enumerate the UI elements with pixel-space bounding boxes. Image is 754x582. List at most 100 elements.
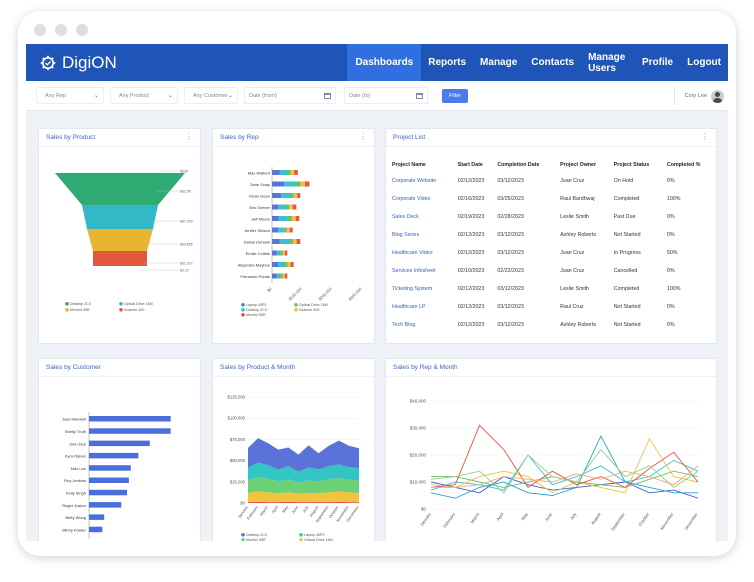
table-cell: Ashley Roberts <box>560 232 597 238</box>
brand-logo[interactable]: DigiON <box>26 53 347 73</box>
table-row[interactable]: Blog Series 02/12/2023 03/12/2023 Ashley Ro… <box>392 226 717 244</box>
calendar-icon[interactable] <box>324 92 331 99</box>
bar-segment <box>289 227 293 233</box>
table-row[interactable]: Corporate Video 02/16/2023 03/25/2023 Raul … <box>392 190 717 208</box>
chevron-down-icon: ⌄ <box>167 93 173 99</box>
column-header[interactable]: Start Date <box>457 161 483 168</box>
column-header[interactable]: Project Status <box>613 161 650 168</box>
table-row[interactable]: Corporate Website 02/12/2023 03/12/2023 Jua… <box>392 172 717 190</box>
table-row[interactable]: Healthcare Video 02/12/2023 03/12/2023 Juan… <box>392 244 717 262</box>
sales-by-product-month-chart: $0 $25,000 $50,000 $75,000 $100,000 $125,000 J… <box>228 395 360 541</box>
table-cell: 02/12/2023 <box>457 286 485 292</box>
table-cell: Leslie Smith <box>560 214 589 220</box>
tick-label: March <box>259 505 269 517</box>
column-header[interactable]: Project Owner <box>560 161 597 168</box>
customer-select-value: Any Customer <box>193 92 228 99</box>
table-cell: 100% <box>666 196 681 202</box>
window-dot-3[interactable] <box>76 24 88 36</box>
bar <box>89 526 103 533</box>
calendar-icon[interactable] <box>416 92 423 99</box>
more-options-icon[interactable]: ⋮ <box>185 132 193 141</box>
bar-segment <box>282 250 285 256</box>
project-name-link[interactable]: Tech Blog <box>392 322 416 328</box>
column-header[interactable]: Completed % <box>666 161 701 168</box>
tick-label: $100,000 <box>287 286 303 302</box>
nav-logout[interactable]: Logout <box>687 57 721 68</box>
nav-dashboards[interactable]: Dashboards <box>347 44 422 81</box>
data-label: $0.10 <box>180 269 189 273</box>
legend-marker <box>241 533 245 537</box>
table-cell: 03/12/2023 <box>497 250 524 256</box>
project-name-link[interactable]: Services Infosheet <box>392 268 436 274</box>
nav-manage-users[interactable]: Manage Users <box>588 51 626 74</box>
bar-segment <box>295 216 300 221</box>
tick-label: April <box>270 505 279 515</box>
table-cell: 03/12/2023 <box>497 286 524 292</box>
tick-label: February <box>442 511 456 529</box>
tick-label: $20,000 <box>410 453 427 458</box>
bar-segment <box>276 273 281 279</box>
rep-select[interactable]: Any Rep ⌄ <box>36 87 104 104</box>
date-to-input[interactable]: Date (to) <box>344 87 428 104</box>
bar-segment <box>279 239 289 244</box>
table-row[interactable]: Sales Deck 02/19/2023 02/28/2023 Leslie Smi… <box>392 208 717 226</box>
project-name-link[interactable]: Sales Deck <box>392 214 419 220</box>
rep-select-value: Any Rep <box>45 92 67 99</box>
more-options-icon[interactable]: ⋮ <box>359 132 367 141</box>
nav-contacts[interactable]: Contacts <box>531 57 575 68</box>
bar-segment <box>296 239 301 244</box>
table-cell: 100% <box>666 286 681 292</box>
table-cell: 02/22/2023 <box>497 268 524 274</box>
card-title: Sales by Rep <box>213 129 374 147</box>
bar <box>89 428 171 434</box>
nav-reports[interactable]: Reports <box>428 57 467 68</box>
legend-label: Scanner 400 <box>299 308 319 312</box>
table-row[interactable]: Tech Blog 02/12/2023 03/12/2023 Ashley Robe… <box>392 316 717 334</box>
filter-button[interactable]: Filter <box>442 88 468 103</box>
card-sales-by-product: Sales by Product ⋮ $60K $62.5K $87,200 $64,… <box>38 128 201 344</box>
bar-segment <box>272 204 278 210</box>
bar-segment <box>272 273 277 279</box>
more-options-icon[interactable]: ⋮ <box>701 132 709 141</box>
user-name: Cory Lee <box>684 93 707 99</box>
category-label: Daniel Dehank <box>244 240 270 245</box>
project-name-link[interactable]: Blog Series <box>392 232 420 238</box>
legend-label: Monitor 55R <box>246 538 266 541</box>
table-row[interactable]: Ticketing System 02/12/2023 03/12/2023 Lesl… <box>392 280 717 298</box>
product-select-value: Any Product <box>119 92 149 99</box>
legend-marker <box>119 308 123 312</box>
window-dot-2[interactable] <box>55 24 67 36</box>
tick-label: July <box>569 511 578 521</box>
project-name-link[interactable]: Healthcare LP <box>392 304 426 310</box>
project-name-link[interactable]: Healthcare Video <box>392 250 433 256</box>
card-title: Sales by Rep & Month <box>386 359 716 377</box>
project-name-link[interactable]: Ticketing System <box>392 286 433 292</box>
project-name-link[interactable]: Corporate Website <box>392 178 437 184</box>
avatar[interactable] <box>711 89 724 103</box>
tick-label: May <box>520 511 529 521</box>
column-header[interactable]: Project Name <box>392 161 426 168</box>
customer-select[interactable]: Any Customer ⌄ <box>184 87 238 104</box>
user-menu[interactable]: Cory Lee <box>673 87 724 105</box>
project-name-link[interactable]: Corporate Video <box>392 196 431 202</box>
table-row[interactable]: Services Infosheet 02/10/2023 02/22/2023 Ju… <box>392 262 717 280</box>
table-row[interactable]: Healthcare LP 02/12/2023 03/12/2023 Raul Cr… <box>392 298 717 316</box>
table-cell: Completed <box>613 286 640 292</box>
data-label: $61,027 <box>180 262 193 266</box>
bar-segment <box>284 273 288 279</box>
legend-label: Desktop 2CX <box>246 533 268 537</box>
tick-label: $40,000 <box>410 399 427 404</box>
bar-segment <box>278 262 284 267</box>
product-select[interactable]: Any Product ⌄ <box>110 87 178 104</box>
nav-manage[interactable]: Manage <box>480 57 518 68</box>
column-header[interactable]: Completion Date <box>497 161 540 168</box>
date-from-input[interactable]: Date (from) <box>244 87 336 104</box>
window-dot-1[interactable] <box>34 24 46 36</box>
bar-segment <box>292 204 297 210</box>
data-label: $64,855 <box>180 243 193 247</box>
tick-label: $30,000 <box>410 426 427 431</box>
tick-label: $0 <box>266 286 273 293</box>
bar <box>89 452 139 459</box>
nav-profile[interactable]: Profile <box>642 57 674 68</box>
table-cell: 02/28/2023 <box>497 214 524 220</box>
